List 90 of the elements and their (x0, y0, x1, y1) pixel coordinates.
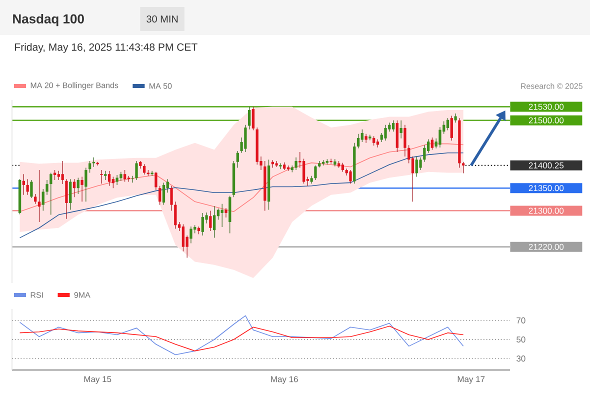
y-tick-label: 21500.00 (528, 117, 564, 124)
candlestick (158, 186, 162, 206)
candlestick (314, 165, 317, 180)
candlestick (438, 126, 442, 148)
y-tick-label: 21400.25 (528, 162, 564, 168)
y-tick-label: 21350.00 (528, 185, 564, 192)
candlestick (392, 120, 395, 132)
y-tick-label: 70 (516, 317, 526, 324)
candlestick (294, 157, 298, 170)
candlestick (135, 160, 138, 180)
text: Research © 2025 (521, 83, 582, 89)
candlestick (22, 174, 25, 196)
y-tick-label: 50 (516, 336, 526, 343)
candlestick (450, 116, 453, 141)
legend-label: RSI (30, 292, 43, 298)
candlestick (384, 124, 387, 141)
candlestick (446, 118, 450, 131)
candlestick (61, 160, 64, 184)
candlestick (334, 158, 336, 167)
candlestick (302, 158, 306, 184)
candlestick (38, 170, 41, 222)
legend-label: MA 20 + Bollinger Bands (30, 82, 118, 90)
candlestick (236, 150, 239, 168)
candlestick (46, 180, 48, 196)
y-tick-label: 21220.00 (528, 244, 564, 250)
chart-title: Nasdaq 100 (13, 14, 84, 26)
candlestick (341, 162, 344, 172)
candlestick (454, 113, 457, 123)
candlestick (220, 204, 224, 228)
candlestick (30, 180, 33, 198)
candlestick (92, 157, 96, 168)
candlestick (84, 167, 88, 202)
candlestick (42, 188, 44, 211)
candlestick (360, 129, 364, 142)
candlestick (108, 170, 111, 186)
candlestick (275, 160, 278, 168)
y-tick-label: 21530.00 (528, 104, 564, 110)
candlestick (112, 176, 114, 188)
candlestick (69, 178, 72, 210)
candlestick (124, 170, 126, 182)
candlestick (415, 156, 418, 178)
candlestick (372, 136, 376, 146)
candlestick (100, 170, 103, 184)
candlestick (190, 226, 192, 244)
candlestick (116, 174, 118, 186)
candlestick (279, 162, 282, 170)
candlestick (201, 212, 204, 236)
candlestick (244, 124, 247, 152)
candlestick (154, 172, 158, 190)
text: Friday, May 16, 2025 11:43:48 PM CET (15, 43, 198, 53)
chart-subtitle: 30 MIN (146, 15, 178, 23)
candlestick (72, 178, 76, 198)
x-tick-label: May 15 (84, 376, 112, 384)
candlestick (80, 176, 84, 202)
candlestick (26, 178, 29, 196)
candlestick (170, 186, 173, 211)
y-tick-label: 21300.00 (528, 208, 564, 214)
candlestick (162, 182, 166, 206)
candlestick (142, 164, 146, 175)
candlestick (150, 170, 154, 176)
candlestick (34, 194, 37, 204)
candlestick (209, 210, 212, 232)
candlestick (423, 144, 426, 162)
candlestick (252, 106, 255, 131)
candlestick (50, 172, 52, 216)
candlestick (400, 120, 402, 139)
candlestick (430, 137, 434, 150)
candlestick (224, 208, 228, 218)
candlestick (104, 170, 107, 180)
legend-label: MA 50 (150, 83, 172, 89)
candlestick (76, 177, 80, 194)
candlestick (404, 124, 406, 157)
candlestick (53, 170, 56, 180)
x-tick-label: May 16 (271, 376, 298, 384)
candlestick (120, 172, 122, 182)
x-tick-label: May 17 (458, 376, 485, 384)
legend-label: 9MA (74, 292, 90, 298)
candlestick (330, 158, 332, 164)
candlestick (368, 134, 372, 141)
candlestick (419, 157, 422, 170)
candlestick (248, 106, 251, 130)
candlestick (182, 224, 185, 252)
candlestick (174, 201, 177, 230)
y-tick-label: 30 (516, 356, 526, 362)
candlestick (356, 134, 360, 149)
candlestick (349, 170, 352, 184)
candlestick (57, 170, 60, 180)
candlestick (65, 178, 68, 220)
candlestick (364, 134, 368, 144)
candlestick (212, 206, 216, 238)
